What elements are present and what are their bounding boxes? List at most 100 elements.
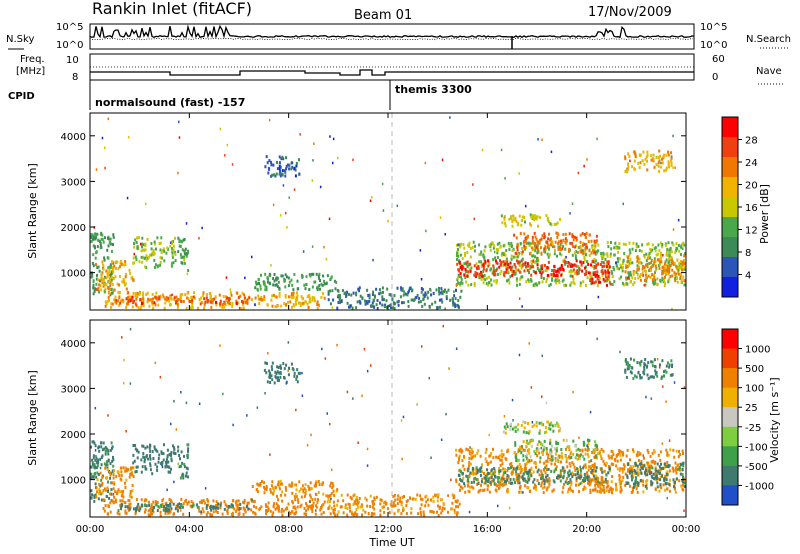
heatmap-cell: [581, 243, 584, 247]
heatmap-cell: [240, 307, 243, 311]
heatmap-cell: [491, 241, 494, 245]
heatmap-cell: [100, 288, 103, 292]
noise-sky-label: N.Sky: [6, 34, 34, 45]
heatmap-cell: [314, 492, 317, 496]
heatmap-cell: [525, 445, 528, 449]
heatmap-cell: [93, 441, 96, 445]
heatmap-cell: [520, 266, 523, 270]
heatmap-cell: [421, 288, 424, 292]
heatmap-cell: [540, 484, 543, 488]
heatmap-cell: [508, 466, 511, 470]
heatmap-cell: [120, 262, 123, 266]
heatmap-cell: [544, 268, 547, 272]
heatmap-cell: [659, 467, 662, 471]
heatmap-cell: [291, 491, 294, 495]
heatmap-cell: [667, 161, 670, 165]
heatmap-cell: [534, 215, 537, 219]
heatmap-cell: [562, 244, 565, 248]
heatmap-cell: [627, 274, 630, 278]
heatmap-cell: [268, 373, 271, 377]
heatmap-cell: [579, 465, 581, 468]
heatmap-cell: [519, 260, 522, 264]
heatmap-cell: [155, 247, 157, 251]
heatmap-cell: [183, 463, 186, 466]
heatmap-cell: [282, 184, 285, 187]
heatmap-cell: [468, 475, 471, 479]
heatmap-cell: [539, 270, 542, 274]
heatmap-cell: [222, 294, 225, 298]
heatmap-cell: [406, 293, 409, 297]
heatmap-cell: [210, 508, 213, 512]
heatmap-cell: [597, 452, 599, 456]
heatmap-cell: [118, 296, 121, 300]
heatmap-cell: [663, 479, 666, 483]
heatmap-cell: [494, 475, 497, 479]
heatmap-cell: [139, 242, 142, 246]
heatmap-cell: [159, 260, 162, 264]
heatmap-cell: [645, 252, 648, 256]
heatmap-cell: [645, 469, 647, 472]
heatmap-cell: [175, 295, 178, 299]
heatmap-cell: [532, 470, 535, 474]
heatmap-cell: [600, 454, 602, 458]
heatmap-cell: [512, 247, 515, 251]
heatmap-cell: [523, 469, 526, 473]
heatmap-cell: [424, 161, 427, 165]
heatmap-cell: [154, 295, 157, 299]
heatmap-cell: [541, 473, 544, 477]
heatmap-cell: [529, 242, 532, 246]
heatmap-cell: [577, 171, 580, 175]
heatmap-cell: [292, 291, 295, 295]
heatmap-cell: [306, 504, 309, 508]
heatmap-cell: [393, 493, 396, 497]
heatmap-cell: [271, 513, 274, 517]
heatmap-cell: [536, 251, 539, 255]
heatmap-cell: [570, 480, 573, 484]
heatmap-cell: [641, 271, 644, 275]
heatmap-cell: [329, 278, 332, 282]
colorbar-swatch: [722, 329, 738, 350]
heatmap-cell: [631, 477, 634, 481]
heatmap-cell: [169, 303, 171, 307]
heatmap-cell: [278, 371, 281, 375]
heatmap-cell: [294, 507, 297, 511]
heatmap-cell: [107, 414, 109, 417]
heatmap-cell: [269, 282, 272, 286]
heatmap-cell: [296, 375, 299, 379]
heatmap-cell: [102, 240, 105, 244]
heatmap-cell: [295, 488, 298, 492]
heatmap-cell: [682, 488, 685, 492]
heatmap-cell: [468, 456, 471, 460]
heatmap-cell: [266, 362, 268, 365]
heatmap-cell: [590, 239, 593, 243]
heatmap-cell: [546, 252, 549, 256]
heatmap-cell: [391, 297, 394, 301]
heatmap-cell: [571, 234, 574, 238]
heatmap-cell: [146, 237, 149, 241]
heatmap-cell: [431, 302, 434, 306]
heatmap-cell: [482, 488, 485, 492]
heatmap-cell: [662, 269, 665, 273]
heatmap-cell: [441, 506, 444, 510]
heatmap-cell: [502, 467, 505, 471]
heatmap-cell: [182, 238, 185, 242]
heatmap-cell: [521, 250, 524, 254]
heatmap-cell: [440, 498, 443, 502]
heatmap-cell: [497, 504, 499, 508]
heatmap-cell: [537, 268, 540, 272]
heatmap-cell: [469, 471, 472, 475]
heatmap-cell: [576, 264, 579, 268]
heatmap-cell: [116, 470, 119, 474]
heatmap-cell: [458, 502, 461, 506]
heatmap-cell: [619, 482, 622, 486]
heatmap-cell: [539, 267, 542, 271]
heatmap-cell: [669, 257, 672, 260]
heatmap-cell: [329, 484, 332, 488]
heatmap-cell: [601, 479, 604, 483]
heatmap-cell: [230, 293, 233, 297]
heatmap-cell: [163, 443, 165, 447]
heatmap-cell: [563, 482, 565, 486]
heatmap-cell: [263, 368, 266, 372]
